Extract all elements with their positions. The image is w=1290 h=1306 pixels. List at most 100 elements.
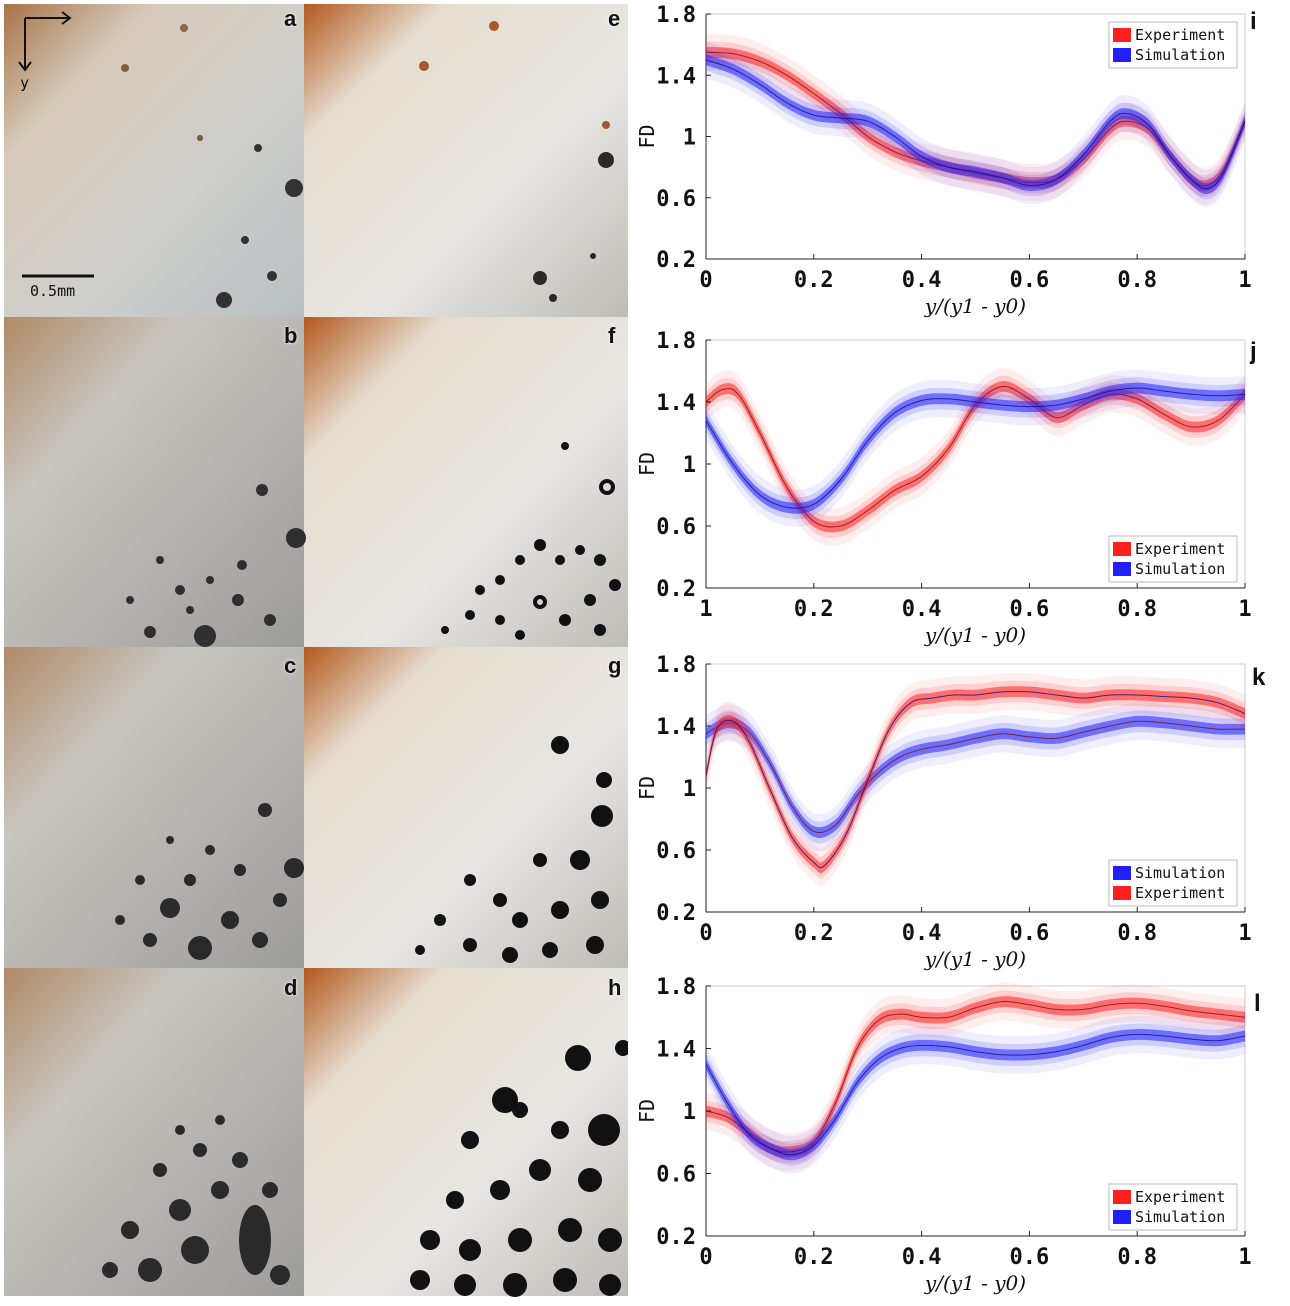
y-tick-label: 1.4 — [656, 715, 696, 740]
y-tick-label: 0.6 — [656, 515, 696, 540]
y-tick-label: 0.6 — [656, 1163, 696, 1188]
legend-label-experiment: Experiment — [1135, 540, 1225, 558]
panel-f-sim — [304, 317, 628, 647]
panel-label-d: d — [284, 975, 297, 1001]
band-simulation-1 — [706, 1023, 1245, 1165]
plot-frame — [706, 14, 1245, 259]
y-axis-label: FD — [635, 124, 659, 148]
y-axis-label: FD — [635, 1099, 659, 1123]
chart-label-j: j — [1250, 338, 1257, 366]
x-tick-label: 0.6 — [1010, 921, 1050, 946]
legend-swatch-experiment — [1113, 542, 1131, 556]
x-axis-label: y/(y1 - y0) — [924, 294, 1026, 318]
x-tick-label: 0.8 — [1117, 921, 1157, 946]
x-tick-label: 1 — [1238, 921, 1251, 946]
series-line-experiment — [706, 692, 1245, 868]
panel-label-c: c — [284, 653, 296, 679]
legend-swatch-simulation — [1113, 48, 1131, 62]
y-axis-label: FD — [635, 776, 659, 800]
panel-label-f: f — [608, 323, 615, 349]
band-experiment-1 — [706, 681, 1245, 879]
x-axis-label: y/(y1 - y0) — [924, 1271, 1026, 1295]
y-tick-label: 1.4 — [656, 64, 696, 89]
legend-label-experiment: Experiment — [1135, 1188, 1225, 1206]
band-simulation-0 — [706, 703, 1245, 852]
band-experiment-0 — [706, 368, 1245, 546]
scale-bar-label: 0.5mm — [30, 282, 75, 300]
x-tick-label: 0 — [699, 268, 712, 293]
legend-label-experiment: Experiment — [1135, 884, 1225, 902]
y-tick-label: 0.2 — [656, 577, 696, 602]
legend-label-experiment: Experiment — [1135, 26, 1225, 44]
band-simulation-1 — [706, 49, 1245, 199]
y-tick-label: 1.4 — [656, 391, 696, 416]
y-tick-label: 1.8 — [656, 653, 696, 678]
series-line-simulation — [706, 388, 1245, 508]
x-tick-label: 0.2 — [794, 921, 834, 946]
panel-label-b: b — [284, 323, 297, 349]
panel-e-sim — [304, 4, 628, 317]
y-tick-label: 1.4 — [656, 1038, 696, 1063]
legend-swatch-experiment — [1113, 28, 1131, 42]
series-line-experiment — [706, 52, 1245, 186]
y-tick-label: 0.2 — [656, 901, 696, 926]
image-panels: y 0.5mm a b c d e f g h — [0, 0, 628, 1301]
legend-swatch-simulation — [1113, 1210, 1131, 1224]
y-tick-label: 1.8 — [656, 329, 696, 354]
plot-frame — [706, 664, 1245, 912]
x-tick-label: 0 — [699, 1245, 712, 1270]
band-experiment-1 — [706, 991, 1245, 1163]
x-tick-label: 0.4 — [902, 921, 942, 946]
y-tick-label: 1 — [683, 1100, 696, 1125]
y-tick-label: 1.8 — [656, 975, 696, 1000]
band-simulation-2 — [706, 383, 1245, 514]
legend-swatch-experiment — [1113, 886, 1131, 900]
image-panels-svg — [0, 0, 628, 1301]
x-tick-label: 0 — [699, 921, 712, 946]
y-tick-label: 1 — [683, 126, 696, 151]
series-line-simulation — [706, 60, 1245, 189]
panel-a-photo — [4, 4, 304, 317]
y-tick-label: 1 — [683, 453, 696, 478]
legend-box — [1109, 860, 1237, 906]
x-tick-label: 0.6 — [1010, 597, 1050, 622]
x-tick-label: 0.4 — [902, 597, 942, 622]
band-simulation-1 — [706, 377, 1245, 519]
series-line-simulation — [706, 721, 1245, 832]
series-line-simulation — [706, 1034, 1245, 1154]
series-line-experiment — [706, 1002, 1245, 1152]
panel-label-h: h — [608, 975, 621, 1001]
x-tick-label: 0.2 — [794, 1245, 834, 1270]
band-simulation-2 — [706, 1029, 1245, 1160]
band-experiment-1 — [706, 42, 1245, 197]
legend-swatch-simulation — [1113, 866, 1131, 880]
y-tick-label: 0.2 — [656, 1225, 696, 1250]
band-experiment-0 — [706, 983, 1245, 1171]
band-simulation-2 — [706, 716, 1245, 838]
y-tick-label: 0.6 — [656, 187, 696, 212]
panel-label-e: e — [608, 6, 620, 32]
band-simulation-0 — [706, 370, 1245, 527]
panel-g-sim — [304, 647, 628, 968]
y-tick-label: 1 — [683, 777, 696, 802]
band-experiment-2 — [706, 996, 1245, 1157]
plot-frame — [706, 340, 1245, 588]
panel-label-a: a — [284, 6, 296, 32]
x-tick-label: 0.4 — [902, 268, 942, 293]
series-line-experiment — [706, 386, 1245, 527]
y-tick-label: 0.6 — [656, 839, 696, 864]
band-experiment-0 — [706, 673, 1245, 886]
band-experiment-2 — [706, 381, 1245, 532]
x-axis-label: y/(y1 - y0) — [924, 947, 1026, 971]
band-simulation-0 — [706, 42, 1245, 207]
band-simulation-1 — [706, 710, 1245, 843]
x-tick-label: 0.6 — [1010, 268, 1050, 293]
x-tick-label: 1 — [1238, 1245, 1251, 1270]
x-tick-label: 0.2 — [794, 268, 834, 293]
